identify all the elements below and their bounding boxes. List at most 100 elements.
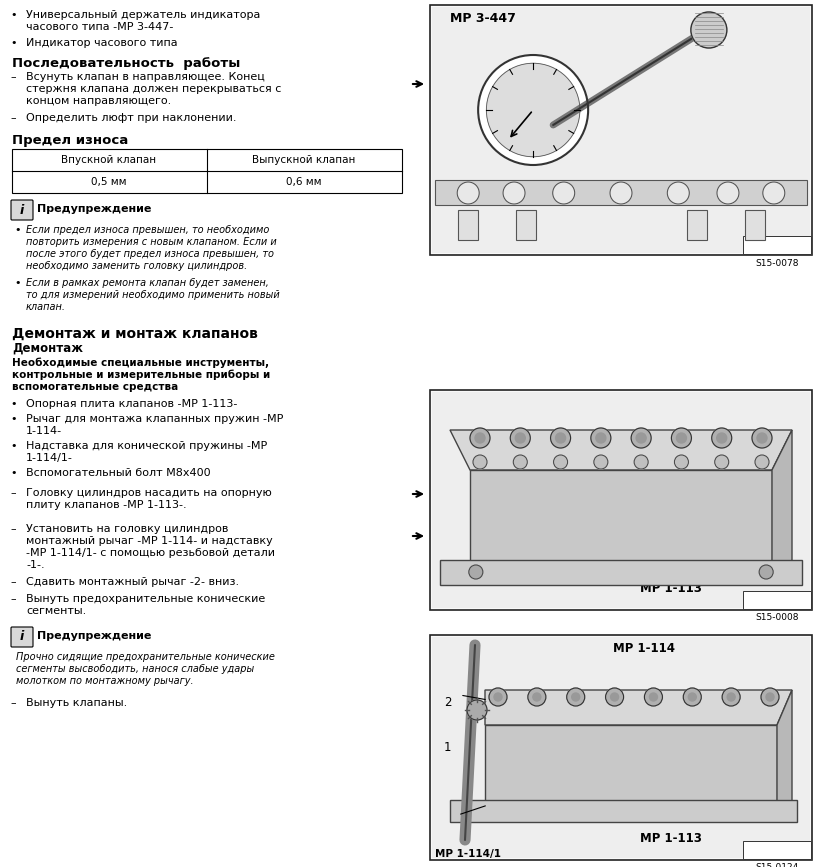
Text: Сдавить монтажный рычаг -2- вниз.: Сдавить монтажный рычаг -2- вниз. — [26, 577, 239, 587]
Circle shape — [649, 693, 658, 701]
Circle shape — [715, 455, 729, 469]
Circle shape — [676, 433, 686, 443]
Text: Предупреждение: Предупреждение — [37, 631, 152, 641]
Polygon shape — [485, 690, 792, 725]
Text: Опорная плита клапанов -МР 1-113-: Опорная плита клапанов -МР 1-113- — [26, 399, 238, 409]
Text: MP 3-447: MP 3-447 — [450, 12, 516, 25]
FancyBboxPatch shape — [11, 200, 33, 220]
Bar — [458, 210, 478, 240]
Circle shape — [762, 182, 785, 204]
Bar — [432, 392, 810, 608]
Bar — [432, 637, 810, 858]
Text: MP 1-113: MP 1-113 — [640, 831, 702, 844]
Text: i: i — [20, 630, 24, 643]
Text: Вынуть клапаны.: Вынуть клапаны. — [26, 698, 127, 708]
Circle shape — [717, 182, 739, 204]
Text: •: • — [10, 414, 16, 424]
Text: •: • — [14, 278, 20, 288]
Polygon shape — [485, 725, 777, 820]
Text: 0,5 мм: 0,5 мм — [91, 177, 127, 187]
Circle shape — [636, 433, 646, 443]
Text: –: – — [10, 488, 16, 498]
Circle shape — [554, 455, 568, 469]
Circle shape — [757, 433, 767, 443]
Text: Головку цилиндров насадить на опорную
плиту клапанов -МР 1-113-.: Головку цилиндров насадить на опорную пл… — [26, 488, 272, 510]
Text: Универсальный держатель индикатора
часового типа -МР 3-447-: Универсальный держатель индикатора часов… — [26, 10, 260, 32]
Circle shape — [688, 693, 696, 701]
Circle shape — [503, 182, 525, 204]
Bar — [430, 635, 812, 860]
Text: –: – — [10, 72, 16, 82]
Text: Выпускной клапан: Выпускной клапан — [252, 155, 355, 165]
Circle shape — [475, 433, 485, 443]
Text: MP 1-114: MP 1-114 — [613, 642, 676, 655]
Bar — [515, 210, 536, 240]
Text: Предупреждение: Предупреждение — [37, 204, 152, 214]
Text: –: – — [10, 113, 16, 123]
Text: Демонтаж и монтаж клапанов: Демонтаж и монтаж клапанов — [12, 327, 258, 341]
Circle shape — [634, 455, 648, 469]
Bar — [435, 180, 807, 205]
Text: •: • — [10, 10, 16, 20]
Text: Определить люфт при наклонении.: Определить люфт при наклонении. — [26, 113, 237, 123]
Text: –: – — [10, 698, 16, 708]
Bar — [743, 591, 811, 609]
Polygon shape — [440, 560, 802, 585]
Text: Установить на головку цилиндров
монтажный рычаг -МР 1-114- и надставку
-МР 1-114: Установить на головку цилиндров монтажны… — [26, 524, 275, 570]
Text: Предел износа: Предел износа — [12, 134, 129, 147]
Circle shape — [717, 433, 726, 443]
Polygon shape — [470, 470, 772, 580]
Text: •: • — [10, 441, 16, 451]
Bar — [12, 149, 402, 193]
Circle shape — [610, 182, 632, 204]
Text: •: • — [14, 225, 20, 235]
Polygon shape — [450, 430, 792, 470]
Circle shape — [567, 688, 585, 706]
Text: •: • — [10, 38, 16, 48]
Bar — [430, 390, 812, 610]
Circle shape — [691, 12, 726, 48]
Circle shape — [631, 428, 651, 448]
Circle shape — [752, 428, 772, 448]
Polygon shape — [772, 430, 792, 580]
Circle shape — [572, 693, 580, 701]
Text: Необходимые специальные инструменты,
контрольные и измерительные приборы и
вспом: Необходимые специальные инструменты, кон… — [12, 357, 270, 392]
Bar — [432, 7, 810, 253]
FancyBboxPatch shape — [11, 627, 33, 647]
Circle shape — [755, 455, 769, 469]
Circle shape — [761, 688, 779, 706]
Circle shape — [553, 182, 575, 204]
Circle shape — [468, 565, 483, 579]
Text: Если предел износа превышен, то необходимо
повторить измерения с новым клапаном.: Если предел износа превышен, то необходи… — [26, 225, 277, 271]
Circle shape — [759, 565, 773, 579]
Bar — [744, 210, 765, 240]
Text: Индикатор часового типа: Индикатор часового типа — [26, 38, 178, 48]
Circle shape — [596, 433, 606, 443]
Text: Впускной клапан: Впускной клапан — [61, 155, 156, 165]
Polygon shape — [450, 800, 797, 822]
Text: Последовательность  работы: Последовательность работы — [12, 57, 240, 70]
Circle shape — [672, 428, 691, 448]
Text: MP 1-113: MP 1-113 — [640, 582, 702, 595]
Text: Надставка для конической пружины -МР
1-114/1-: Надставка для конической пружины -МР 1-1… — [26, 441, 267, 463]
Circle shape — [467, 700, 487, 720]
Circle shape — [605, 688, 623, 706]
Circle shape — [528, 688, 545, 706]
Circle shape — [515, 433, 525, 443]
Circle shape — [645, 688, 663, 706]
Circle shape — [727, 693, 735, 701]
Circle shape — [683, 688, 701, 706]
Circle shape — [722, 688, 740, 706]
Bar — [430, 5, 812, 255]
Circle shape — [489, 688, 507, 706]
Text: Вынуть предохранительные конические
сегменты.: Вынуть предохранительные конические сегм… — [26, 594, 265, 616]
Text: Демонтаж: Демонтаж — [12, 342, 83, 355]
Text: –: – — [10, 577, 16, 587]
Bar — [743, 236, 811, 254]
Circle shape — [533, 693, 541, 701]
Circle shape — [712, 428, 731, 448]
Text: –: – — [10, 524, 16, 534]
Text: 0,6 мм: 0,6 мм — [287, 177, 322, 187]
Text: •: • — [10, 399, 16, 409]
Text: •: • — [10, 468, 16, 478]
